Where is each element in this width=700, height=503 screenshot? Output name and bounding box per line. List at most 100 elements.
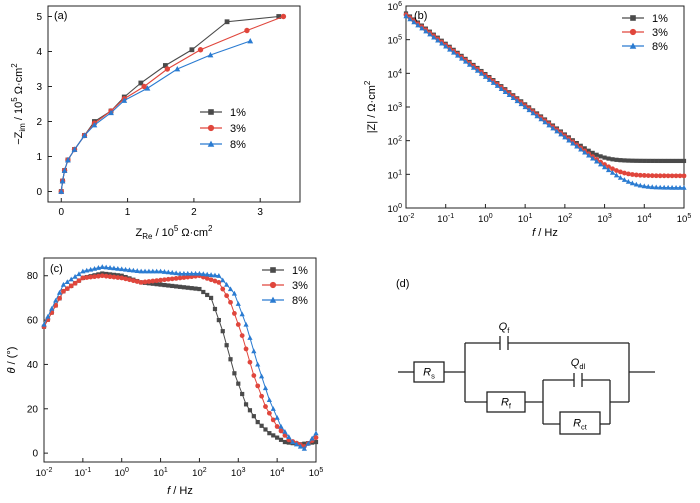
legend-label: 1% (230, 107, 246, 119)
data-point (126, 267, 133, 273)
data-point (142, 268, 148, 274)
series-line (405, 13, 685, 162)
data-point (150, 278, 156, 284)
data-point (255, 361, 261, 367)
data-point (645, 183, 651, 189)
data-point (271, 433, 276, 438)
data-point (510, 95, 516, 101)
data-point (435, 37, 441, 43)
data-point (267, 431, 272, 436)
data-point (286, 440, 291, 445)
data-point (189, 286, 194, 291)
data-point (649, 173, 655, 179)
data-point (173, 270, 179, 276)
data-point (228, 299, 233, 305)
data-point (247, 335, 253, 340)
data-point (613, 172, 620, 178)
data-point (95, 265, 101, 270)
data-point (586, 152, 592, 158)
data-point (598, 154, 603, 159)
data-point (239, 311, 245, 317)
data-point (158, 277, 163, 283)
data-point (677, 158, 683, 164)
data-point (88, 274, 94, 280)
data-point (208, 277, 214, 283)
data-point (638, 158, 643, 163)
data-point (301, 445, 307, 451)
data-point (263, 427, 268, 432)
data-point (224, 281, 230, 287)
plot-frame (405, 5, 685, 209)
data-point (84, 275, 90, 280)
legend-marker (269, 296, 277, 303)
data-point (645, 173, 651, 178)
legend-label: 3% (292, 280, 308, 292)
tick-label: 101 (153, 467, 168, 479)
data-point (189, 270, 195, 276)
data-point (490, 80, 496, 85)
data-point (582, 149, 588, 155)
tick-label: 104 (388, 68, 403, 80)
data-point (538, 116, 544, 122)
data-point (641, 183, 647, 189)
data-point (255, 383, 261, 389)
data-point (162, 277, 167, 283)
data-point (197, 47, 204, 53)
data-point (459, 55, 465, 61)
panel-label: (c) (50, 263, 63, 275)
data-point (71, 146, 78, 152)
data-point (578, 146, 584, 152)
data-point (196, 270, 203, 276)
data-point (181, 270, 187, 276)
data-point (166, 283, 171, 288)
data-point (466, 61, 473, 67)
data-point (566, 137, 572, 143)
data-point (494, 83, 500, 88)
data-point (146, 279, 152, 284)
data-point (276, 14, 282, 19)
series-1% (403, 11, 687, 164)
data-point (103, 264, 109, 270)
data-point (76, 278, 82, 284)
data-point (629, 172, 635, 177)
data-point (119, 275, 125, 281)
data-point (286, 434, 292, 439)
data-point (88, 266, 94, 272)
series-3% (403, 12, 687, 179)
data-point (274, 424, 280, 429)
data-point (661, 173, 667, 179)
data-point (626, 158, 631, 163)
data-point (121, 97, 128, 103)
y-axis-label: −Zim / 105 Ω·cm2 (10, 63, 27, 145)
data-point (606, 156, 611, 161)
legend-label: 8% (230, 139, 246, 151)
data-point (92, 274, 97, 280)
data-point (582, 146, 587, 151)
data-point (530, 110, 536, 116)
data-point (81, 132, 88, 138)
data-point (111, 274, 117, 280)
data-point (115, 265, 121, 271)
data-point (127, 277, 132, 283)
data-point (227, 286, 234, 292)
data-point (657, 184, 663, 190)
data-point (681, 185, 687, 190)
data-point (130, 267, 136, 273)
data-point (228, 357, 233, 362)
data-point (594, 158, 600, 164)
panel-b: 10-2 10-1 100 101 102 103 104 105 100 101 102 103 10… (363, 1, 691, 239)
data-point (247, 38, 254, 44)
data-point (115, 275, 121, 280)
data-point (239, 333, 245, 339)
y-tick-label: 3 (36, 82, 42, 93)
data-point (212, 306, 218, 312)
data-point (447, 46, 453, 52)
data-point (103, 273, 109, 279)
tick-label: 100 (114, 467, 129, 479)
data-point (157, 268, 164, 274)
data-point (53, 303, 59, 308)
data-point (270, 417, 276, 423)
data-point (562, 134, 568, 140)
data-point (666, 158, 671, 164)
